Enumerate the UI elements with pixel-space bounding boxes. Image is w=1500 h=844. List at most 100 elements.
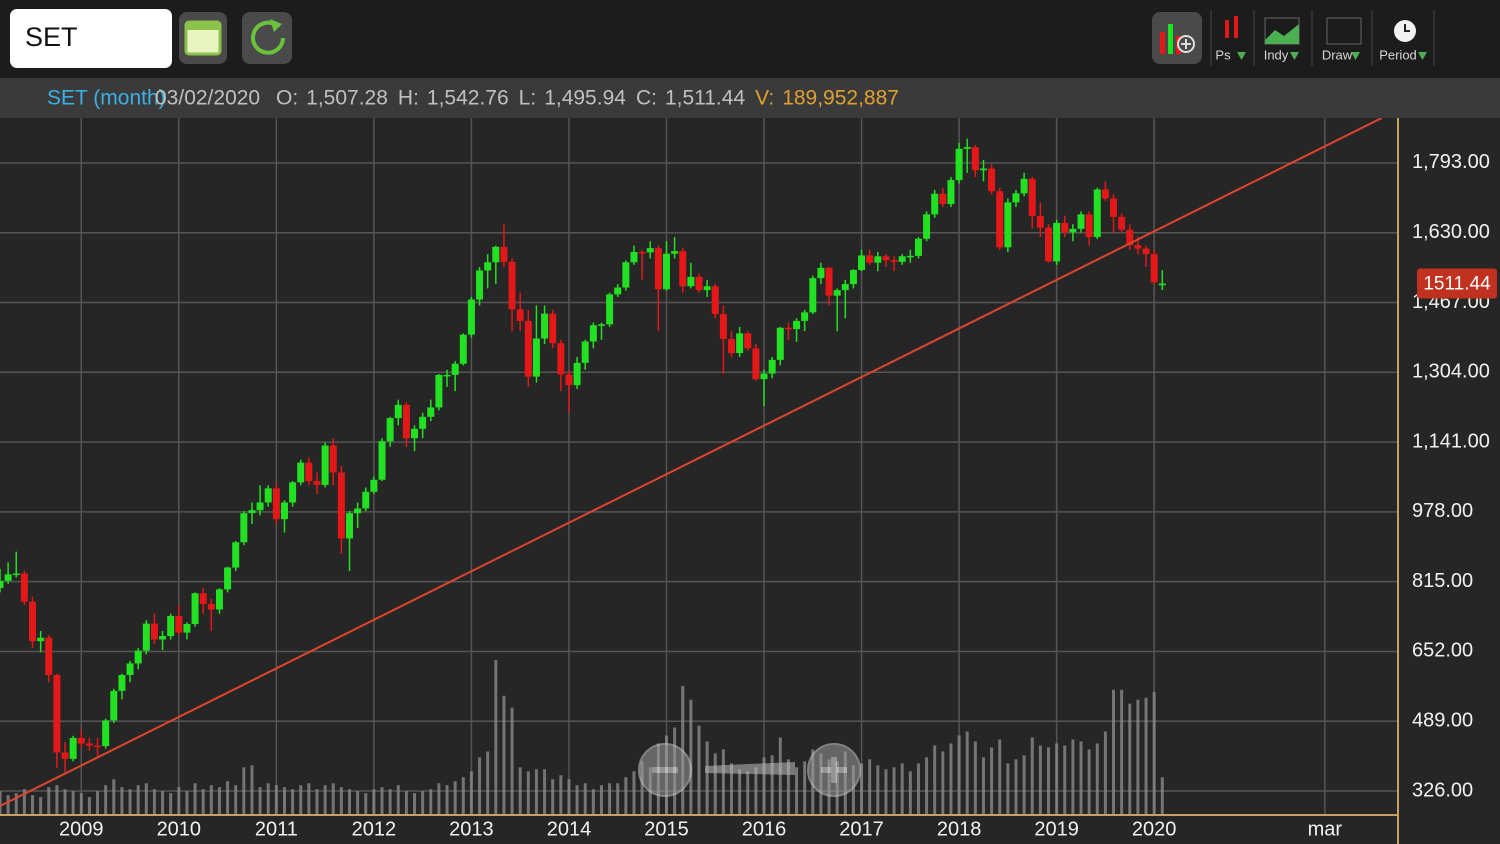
- y-tick-label: 1,141.00: [1412, 430, 1490, 452]
- candle-body: [329, 445, 337, 473]
- candle-body: [126, 663, 134, 676]
- candle-body: [858, 255, 866, 270]
- candle-body: [272, 488, 280, 520]
- candle-body: [963, 147, 971, 149]
- calendar-button[interactable]: [179, 12, 227, 64]
- candle-body: [175, 615, 183, 633]
- candle-body: [337, 472, 345, 539]
- field-label: H:: [398, 87, 419, 110]
- candle-body: [793, 320, 801, 330]
- x-tick-label: 2014: [547, 818, 592, 840]
- y-tick-label: 1,793.00: [1412, 151, 1490, 173]
- candle-body: [671, 251, 679, 254]
- candle-body: [159, 636, 167, 640]
- volume-bar: [502, 695, 506, 815]
- candle-body: [411, 428, 419, 439]
- volume-bar: [380, 787, 384, 815]
- volume-bar: [640, 761, 644, 815]
- tool-label: Indy: [1264, 47, 1289, 62]
- volume-bar: [957, 735, 961, 815]
- x-tick-label: 2010: [157, 818, 202, 840]
- volume-bar: [1120, 689, 1124, 815]
- y-tick-label: 652.00: [1412, 640, 1473, 662]
- volume-bar: [998, 739, 1002, 815]
- volume-bar: [388, 789, 392, 815]
- candle-body: [1110, 198, 1118, 217]
- y-tick-label: 815.00: [1412, 570, 1473, 592]
- volume-bar: [299, 785, 303, 815]
- candle-body: [500, 246, 508, 262]
- volume-bar: [981, 757, 985, 815]
- candle-body: [1134, 245, 1142, 249]
- candle-body: [939, 193, 947, 205]
- candle-body: [1061, 222, 1069, 233]
- candle-body: [573, 362, 581, 386]
- candle-body: [695, 276, 703, 291]
- volume-bar: [87, 797, 91, 815]
- volume-bar: [689, 699, 693, 815]
- candle-body: [1053, 222, 1061, 262]
- candle-body: [971, 147, 979, 171]
- volume-bar: [234, 785, 238, 815]
- candle-body: [825, 267, 833, 296]
- candle-body: [606, 294, 614, 325]
- candle-body: [736, 333, 744, 354]
- candle-body: [476, 270, 484, 300]
- volume-bar: [1079, 741, 1083, 815]
- x-tick-label: 2012: [352, 818, 397, 840]
- candle-body: [1085, 214, 1093, 238]
- volume-bar: [1006, 763, 1010, 815]
- candle-body: [45, 637, 53, 676]
- volume-bar: [754, 767, 758, 815]
- volume-bar: [1030, 737, 1034, 815]
- candle-body: [581, 341, 589, 363]
- volume-bar: [1087, 749, 1091, 815]
- candle-body: [679, 251, 687, 287]
- volume-bar: [453, 781, 457, 815]
- candle-body: [459, 334, 467, 364]
- field-label: O:: [276, 87, 298, 110]
- volume-bar: [396, 785, 400, 815]
- candle-body: [1012, 193, 1020, 203]
- x-tick-label: 2019: [1034, 818, 1079, 840]
- tool-label: Ps: [1215, 47, 1231, 62]
- volume-bar: [291, 789, 295, 815]
- volume-bar: [372, 789, 376, 815]
- dropdown-arrow: [1418, 52, 1427, 60]
- volume-bar: [282, 787, 286, 815]
- volume-bar: [242, 767, 246, 815]
- zoom-controls[interactable]: [638, 743, 861, 797]
- volume-bar: [949, 743, 953, 815]
- x-tick-label: 2015: [644, 818, 689, 840]
- candle-body: [386, 418, 394, 442]
- refresh-button[interactable]: [242, 12, 292, 64]
- volume-bar: [1112, 689, 1116, 815]
- symbol-box[interactable]: [10, 9, 172, 68]
- volume-bar: [1152, 691, 1156, 815]
- candle-body: [150, 623, 158, 640]
- volume-bar: [128, 789, 132, 815]
- volume-bar: [746, 771, 750, 815]
- candle-body: [890, 260, 898, 262]
- candle-body: [297, 462, 305, 483]
- candle-body: [931, 193, 939, 215]
- candle-body: [776, 327, 784, 360]
- candle-body: [142, 623, 150, 651]
- volume-bar: [925, 757, 929, 815]
- add-study-button[interactable]: [1152, 12, 1202, 64]
- candle-body: [955, 148, 963, 181]
- candle-body: [784, 327, 792, 330]
- volume-bar: [1144, 697, 1148, 815]
- candle-body: [370, 479, 378, 492]
- candle-body: [53, 675, 61, 753]
- candle-body: [662, 253, 670, 290]
- candle-body: [801, 312, 809, 321]
- candle-body: [1036, 216, 1044, 228]
- volume-bar: [152, 789, 156, 815]
- volume-bar: [404, 791, 408, 815]
- volume-bar: [461, 777, 465, 815]
- candle-body: [687, 276, 695, 287]
- volume-bar: [323, 785, 327, 815]
- volume-bar: [526, 771, 530, 815]
